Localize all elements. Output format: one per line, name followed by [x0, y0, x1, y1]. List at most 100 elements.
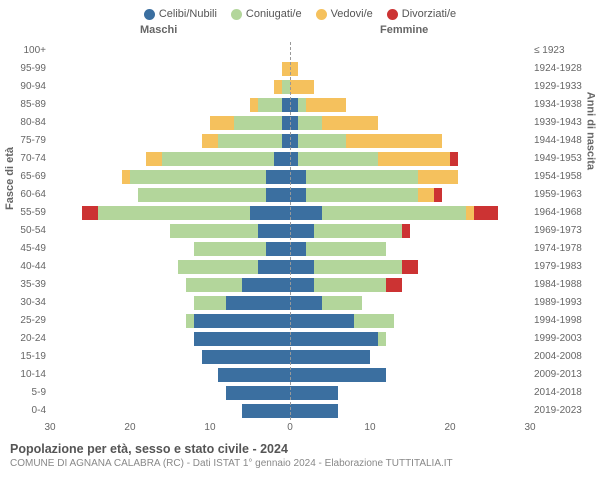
year-label: 1984-1988: [534, 276, 594, 294]
segment: [282, 98, 290, 112]
legend-swatch: [231, 9, 242, 20]
female-bar: [290, 350, 530, 364]
bars-container: [50, 42, 530, 420]
male-bar: [50, 116, 290, 130]
chart-headers: Maschi Femmine: [0, 24, 600, 42]
segment: [402, 260, 418, 274]
legend-item: Vedovi/e: [316, 8, 373, 20]
segment: [290, 62, 298, 76]
segment: [306, 98, 346, 112]
segment: [290, 296, 322, 310]
age-label: 30-34: [6, 294, 46, 312]
year-label: 2014-2018: [534, 384, 594, 402]
segment: [266, 188, 290, 202]
year-label: 2019-2023: [534, 402, 594, 420]
segment: [298, 152, 378, 166]
male-bar: [50, 332, 290, 346]
segment: [194, 314, 290, 328]
pyramid-chart: Celibi/NubiliConiugati/eVedovi/eDivorzia…: [0, 0, 600, 469]
year-label: 1974-1978: [534, 240, 594, 258]
female-bar: [290, 332, 530, 346]
y-axis-title-right: Anni di nascita: [584, 92, 596, 170]
male-bar: [50, 80, 290, 94]
segment: [282, 134, 290, 148]
female-bar: [290, 278, 530, 292]
segment: [218, 134, 282, 148]
age-label: 5-9: [6, 384, 46, 402]
male-bar: [50, 224, 290, 238]
female-bar: [290, 44, 530, 58]
x-tick: 10: [204, 422, 215, 433]
segment: [290, 80, 314, 94]
x-tick: 0: [287, 422, 293, 433]
segment: [266, 170, 290, 184]
chart-subtitle: COMUNE DI AGNANA CALABRA (RC) - Dati IST…: [10, 458, 590, 469]
y-axis-title-left: Fasce di età: [4, 147, 16, 210]
segment: [290, 206, 322, 220]
segment: [474, 206, 498, 220]
year-label: ≤ 1923: [534, 42, 594, 60]
segment: [418, 188, 434, 202]
age-label: 0-4: [6, 402, 46, 420]
segment: [290, 260, 314, 274]
age-label: 25-29: [6, 312, 46, 330]
segment: [466, 206, 474, 220]
segment: [322, 296, 362, 310]
age-label: 20-24: [6, 330, 46, 348]
segment: [282, 80, 290, 94]
segment: [290, 170, 306, 184]
segment: [202, 134, 218, 148]
segment: [146, 152, 162, 166]
segment: [314, 278, 386, 292]
legend-label: Divorziati/e: [402, 8, 456, 20]
male-bar: [50, 206, 290, 220]
legend-swatch: [387, 9, 398, 20]
year-label: 1954-1958: [534, 168, 594, 186]
segment: [298, 116, 322, 130]
female-bar: [290, 188, 530, 202]
year-label: 1924-1928: [534, 60, 594, 78]
segment: [234, 116, 282, 130]
segment: [250, 206, 290, 220]
segment: [162, 152, 274, 166]
age-label: 35-39: [6, 276, 46, 294]
segment: [346, 134, 442, 148]
segment: [290, 404, 338, 418]
segment: [290, 152, 298, 166]
male-bar: [50, 404, 290, 418]
segment: [98, 206, 250, 220]
female-bar: [290, 296, 530, 310]
segment: [434, 188, 442, 202]
segment: [298, 98, 306, 112]
age-label: 45-49: [6, 240, 46, 258]
segment: [378, 332, 386, 346]
segment: [290, 368, 386, 382]
year-label: 2009-2013: [534, 366, 594, 384]
segment: [210, 116, 234, 130]
age-label: 15-19: [6, 348, 46, 366]
segment: [290, 386, 338, 400]
segment: [306, 170, 418, 184]
female-bar: [290, 242, 530, 256]
female-bar: [290, 224, 530, 238]
segment: [274, 152, 290, 166]
segment: [258, 224, 290, 238]
male-bar: [50, 134, 290, 148]
segment: [290, 332, 378, 346]
segment: [306, 242, 386, 256]
x-tick: 20: [124, 422, 135, 433]
segment: [226, 386, 290, 400]
chart-title: Popolazione per età, sesso e stato civil…: [10, 442, 590, 456]
female-bar: [290, 62, 530, 76]
legend-item: Divorziati/e: [387, 8, 456, 20]
female-bar: [290, 170, 530, 184]
age-label: 50-54: [6, 222, 46, 240]
male-bar: [50, 368, 290, 382]
segment: [322, 116, 378, 130]
female-bar: [290, 152, 530, 166]
male-bar: [50, 170, 290, 184]
female-bar: [290, 134, 530, 148]
segment: [290, 134, 298, 148]
age-label: 80-84: [6, 114, 46, 132]
segment: [274, 80, 282, 94]
